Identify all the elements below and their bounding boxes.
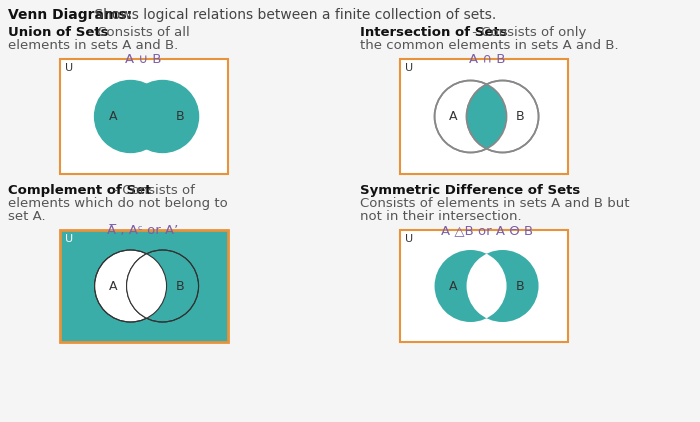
Text: - Consists of only: - Consists of only	[468, 26, 587, 39]
Text: -: -	[523, 184, 532, 197]
Circle shape	[94, 250, 167, 322]
Text: set A.: set A.	[8, 210, 46, 223]
Text: A ∪ B: A ∪ B	[125, 53, 161, 66]
Text: U: U	[405, 63, 413, 73]
Text: Complement of Set: Complement of Set	[8, 184, 151, 197]
Text: Symmetric Difference of Sets: Symmetric Difference of Sets	[360, 184, 580, 197]
Text: B: B	[176, 110, 184, 123]
Circle shape	[467, 81, 538, 152]
Text: elements which do not belong to: elements which do not belong to	[8, 197, 228, 210]
Text: the common elements in sets A and B.: the common elements in sets A and B.	[360, 39, 619, 52]
Circle shape	[467, 250, 538, 322]
FancyBboxPatch shape	[400, 230, 568, 342]
Text: B: B	[176, 279, 184, 292]
Text: A: A	[109, 110, 118, 123]
Text: A̅ , Aᶜ or A’: A̅ , Aᶜ or A’	[107, 224, 178, 237]
Circle shape	[435, 81, 507, 152]
Circle shape	[127, 81, 199, 152]
Text: B: B	[515, 279, 524, 292]
Text: not in their intersection.: not in their intersection.	[360, 210, 522, 223]
Text: U: U	[65, 234, 73, 244]
Text: Shows logical relations between a finite collection of sets.: Shows logical relations between a finite…	[90, 8, 496, 22]
Text: Intersection of Sets: Intersection of Sets	[360, 26, 508, 39]
Text: elements in sets A and B.: elements in sets A and B.	[8, 39, 178, 52]
Circle shape	[435, 250, 507, 322]
Circle shape	[127, 250, 199, 322]
Text: A: A	[109, 279, 118, 292]
Circle shape	[127, 250, 199, 322]
Text: Consists of elements in sets A and B but: Consists of elements in sets A and B but	[360, 197, 629, 210]
Circle shape	[94, 81, 167, 152]
Text: A: A	[449, 279, 458, 292]
Circle shape	[467, 81, 538, 152]
Text: Venn Diagrams:: Venn Diagrams:	[8, 8, 132, 22]
FancyBboxPatch shape	[60, 59, 228, 174]
Text: B: B	[515, 110, 524, 123]
Text: Union of Sets: Union of Sets	[8, 26, 108, 39]
FancyBboxPatch shape	[400, 59, 568, 174]
Text: A △B or A Θ B: A △B or A Θ B	[441, 224, 533, 237]
Circle shape	[467, 250, 538, 322]
Text: A: A	[449, 110, 458, 123]
Text: - Consists of all: - Consists of all	[84, 26, 190, 39]
Text: - Consists of: - Consists of	[109, 184, 195, 197]
Text: U: U	[65, 63, 73, 73]
FancyBboxPatch shape	[60, 230, 228, 342]
Text: A ∩ B: A ∩ B	[469, 53, 505, 66]
Text: U: U	[405, 234, 413, 244]
